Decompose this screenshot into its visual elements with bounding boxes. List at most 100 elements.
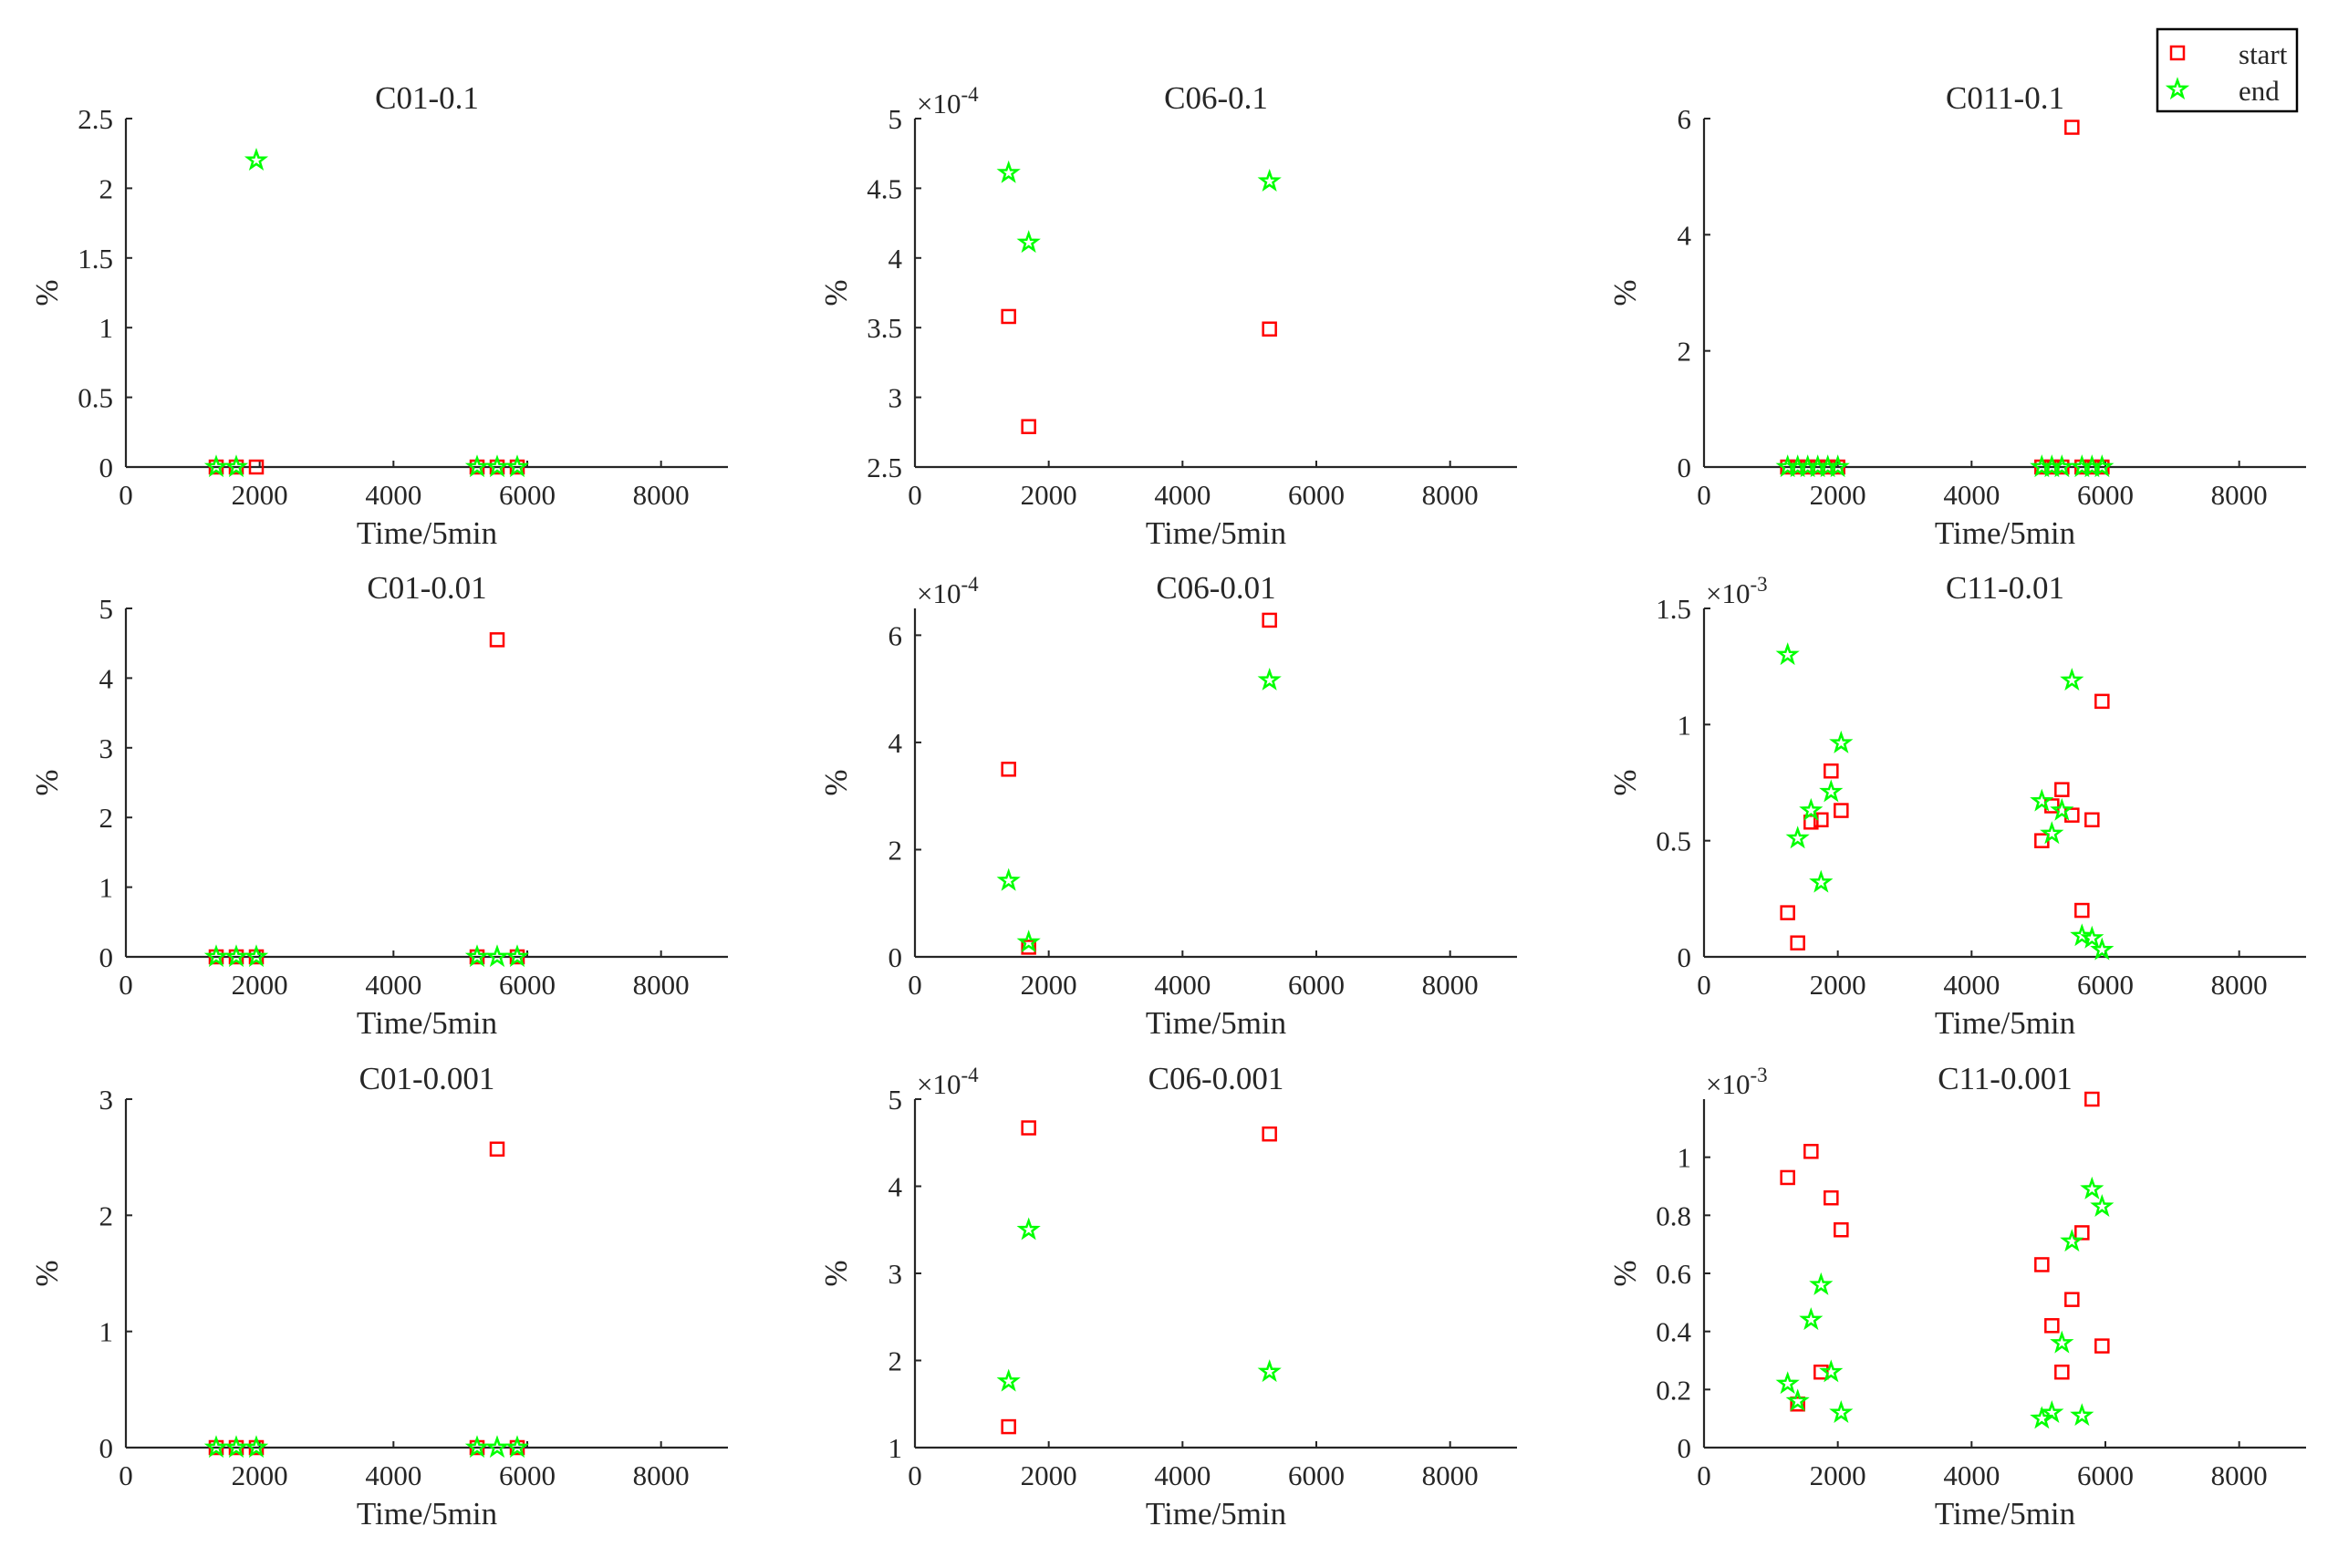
end-point bbox=[464, 944, 490, 968]
start-point bbox=[2074, 902, 2090, 919]
y-exponent-label: ×10-4 bbox=[917, 573, 979, 609]
x-tick-label: 8000 bbox=[1422, 969, 1479, 1001]
y-axis-label: % bbox=[29, 1260, 65, 1286]
start-point bbox=[1262, 1126, 1277, 1142]
end-point bbox=[1257, 169, 1282, 192]
y-axis-label: % bbox=[29, 279, 65, 306]
legend-end-marker bbox=[2165, 77, 2190, 100]
y-tick-label: 2 bbox=[1678, 336, 1692, 368]
x-tick-label: 6000 bbox=[499, 479, 556, 511]
start-point bbox=[1834, 803, 1849, 818]
start-point bbox=[2034, 1257, 2050, 1272]
end-point bbox=[1799, 1307, 1824, 1331]
end-point bbox=[1819, 779, 1844, 803]
subplot-7: 0 2000 4000 6000 8000 0 1 2 3 C01-0.001 Time/5min% bbox=[29, 1061, 728, 1532]
x-axis-label: Time/5min bbox=[1146, 1496, 1286, 1532]
start-point bbox=[1262, 612, 1277, 628]
start-point bbox=[1001, 308, 1016, 325]
start-point bbox=[1790, 935, 1805, 950]
start-point bbox=[1803, 1144, 1819, 1159]
y-tick-label: 0.6 bbox=[1656, 1258, 1691, 1290]
x-tick-label: 6000 bbox=[2077, 1459, 2134, 1491]
end-point bbox=[1257, 668, 1282, 691]
x-tick-label: 6000 bbox=[499, 1459, 556, 1491]
start-point bbox=[1780, 905, 1795, 920]
x-tick-label: 0 bbox=[908, 1459, 922, 1491]
end-point bbox=[464, 454, 490, 478]
subplot-title: C011-0.1 bbox=[1946, 80, 2064, 116]
x-tick-label: 4000 bbox=[365, 1459, 421, 1491]
y-tick-label: 0 bbox=[888, 941, 903, 973]
y-tick-label: 5 bbox=[99, 593, 114, 625]
end-point bbox=[464, 1435, 490, 1459]
series-start bbox=[1001, 612, 1277, 955]
y-tick-label: 1 bbox=[99, 1316, 114, 1348]
start-point bbox=[2044, 1318, 2060, 1334]
x-tick-label: 8000 bbox=[2211, 969, 2268, 1001]
start-point bbox=[2094, 693, 2110, 710]
y-tick-label: 5 bbox=[888, 103, 903, 135]
start-point bbox=[1824, 763, 1839, 779]
end-point bbox=[1016, 230, 1041, 254]
end-point bbox=[223, 454, 249, 478]
end-point bbox=[1819, 1359, 1844, 1383]
x-tick-label: 8000 bbox=[2211, 479, 2268, 511]
y-axis-label: % bbox=[818, 1260, 854, 1286]
end-point bbox=[2060, 1229, 2084, 1252]
start-point bbox=[1001, 762, 1016, 777]
subplot-title: C06-0.01 bbox=[1156, 570, 1275, 606]
end-point bbox=[504, 944, 530, 968]
y-tick-label: 3.5 bbox=[867, 312, 902, 344]
y-tick-label: 3 bbox=[99, 732, 114, 764]
y-tick-label: 1 bbox=[1678, 1142, 1692, 1174]
start-point bbox=[1803, 815, 1819, 830]
x-tick-label: 2000 bbox=[1810, 969, 1866, 1001]
end-point bbox=[1257, 1359, 1282, 1383]
y-axis-label: % bbox=[1607, 1260, 1643, 1286]
y-tick-label: 0 bbox=[99, 1432, 114, 1464]
start-point bbox=[1824, 1189, 1839, 1206]
y-tick-label: 0 bbox=[1678, 941, 1692, 973]
end-point bbox=[996, 160, 1021, 183]
x-tick-label: 4000 bbox=[365, 479, 421, 511]
subplot-5: 0 2000 4000 6000 8000 0 2 4 6 ×10-4 C06-0.01 Time/5… bbox=[818, 570, 1517, 1041]
end-point bbox=[223, 944, 249, 968]
end-point bbox=[244, 944, 269, 968]
y-axis-label: % bbox=[29, 769, 65, 795]
subplot-grid: 0 2000 4000 6000 800000.511.522.5C01-0.1Time… bbox=[29, 80, 2306, 1532]
subplot-4: 0 2000 4000 6000 8000 0 1 2 3 4 5 C01-0.01 Time/5min… bbox=[29, 570, 728, 1041]
series-end bbox=[996, 160, 1282, 254]
y-tick-label: 0.5 bbox=[78, 382, 113, 414]
y-exponent-label: ×10-3 bbox=[1706, 1064, 1768, 1100]
y-tick-label: 1 bbox=[888, 1432, 903, 1464]
start-point bbox=[489, 632, 505, 648]
end-point bbox=[996, 867, 1021, 891]
x-tick-label: 0 bbox=[119, 1459, 133, 1491]
x-tick-label: 2000 bbox=[232, 969, 288, 1001]
y-tick-label: 4 bbox=[888, 727, 903, 759]
x-axis-label: Time/5min bbox=[1146, 515, 1286, 551]
y-axis-label: % bbox=[1607, 279, 1643, 306]
x-axis-label: Time/5min bbox=[357, 1496, 497, 1532]
start-point bbox=[2064, 119, 2080, 135]
x-tick-label: 4000 bbox=[1154, 1459, 1211, 1491]
x-tick-label: 0 bbox=[1697, 969, 1711, 1001]
series-start bbox=[208, 1141, 525, 1456]
x-tick-label: 8000 bbox=[633, 969, 690, 1001]
series-end bbox=[1775, 454, 2115, 478]
y-tick-label: 0.5 bbox=[1656, 826, 1691, 857]
end-point bbox=[2030, 788, 2054, 812]
x-tick-label: 8000 bbox=[1422, 1459, 1479, 1491]
y-tick-label: 1.5 bbox=[1656, 593, 1691, 625]
start-point bbox=[1813, 812, 1829, 827]
start-point bbox=[2054, 1364, 2070, 1380]
y-tick-label: 3 bbox=[888, 1258, 903, 1290]
y-tick-label: 1 bbox=[99, 312, 114, 344]
series-start bbox=[1780, 693, 2110, 950]
end-point bbox=[1016, 1217, 1041, 1241]
y-exponent-label: ×10-4 bbox=[917, 1064, 979, 1100]
end-point bbox=[203, 1435, 229, 1459]
legend: start end bbox=[2156, 27, 2299, 113]
end-point bbox=[2040, 821, 2064, 845]
end-point bbox=[203, 944, 229, 968]
